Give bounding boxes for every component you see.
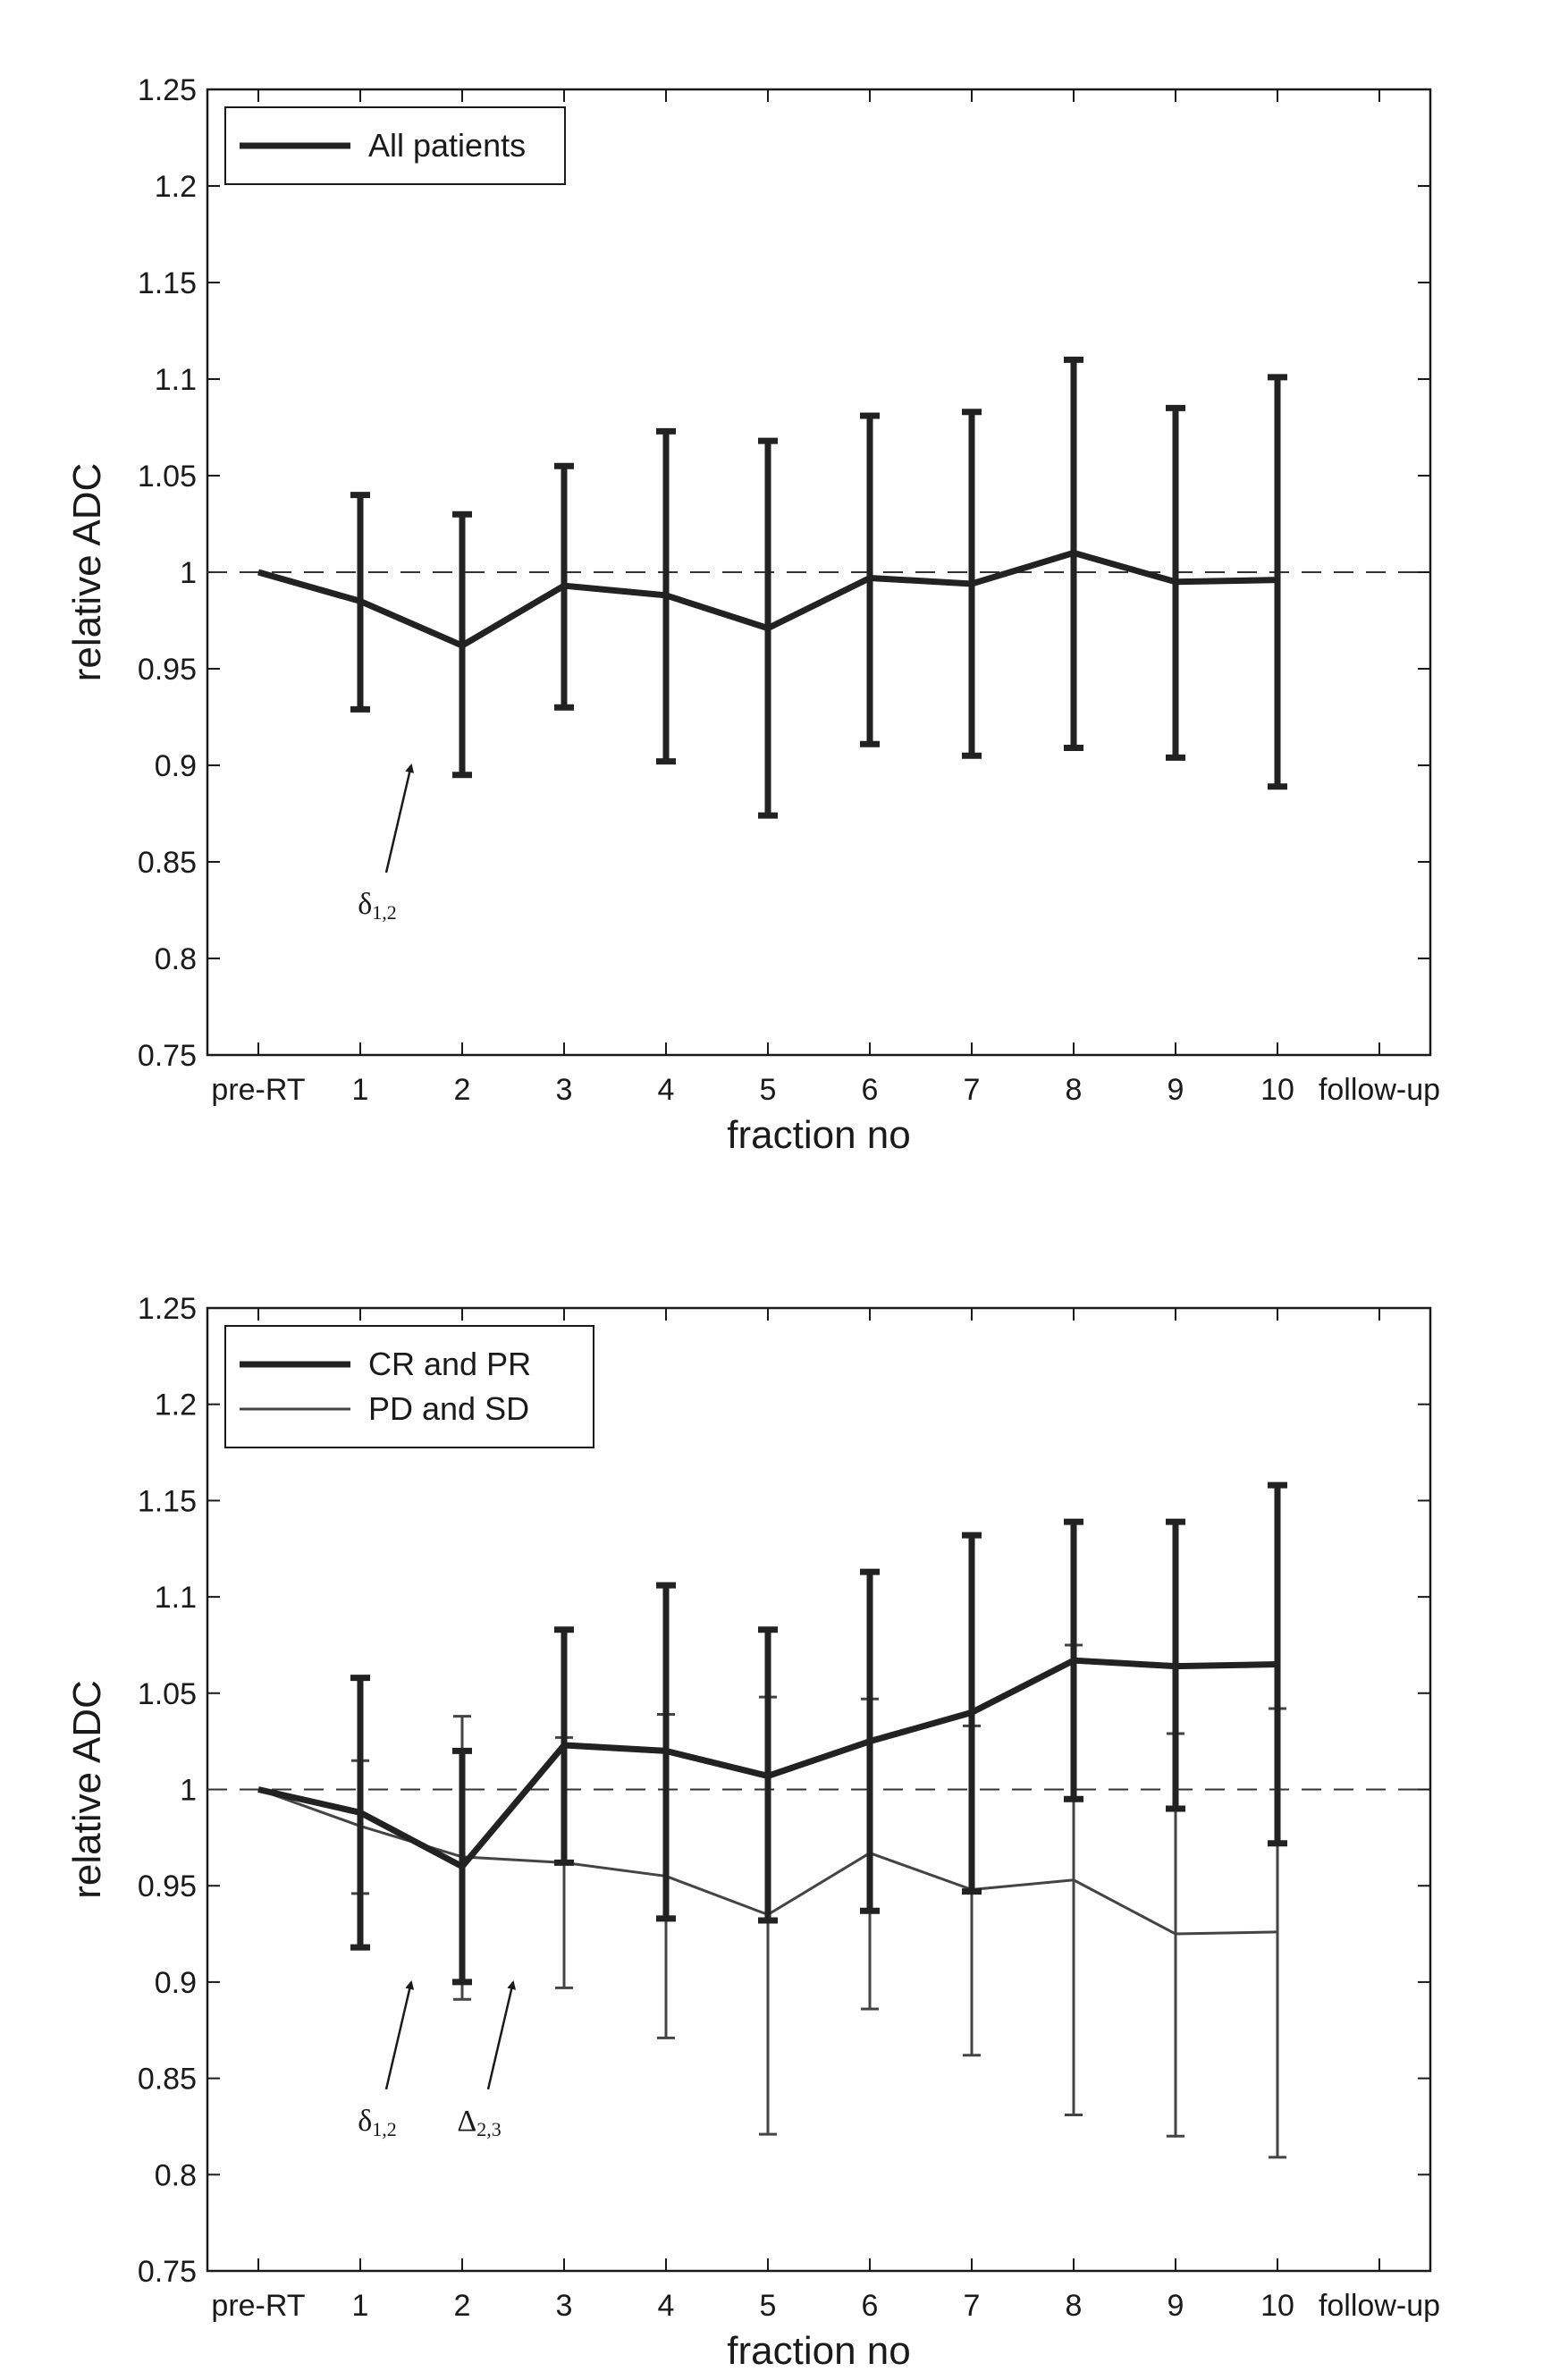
annotation-label: Δ2,3 bbox=[457, 2105, 501, 2140]
y-tick-label: 1 bbox=[180, 1774, 197, 1808]
series-pd-and-sd bbox=[257, 1643, 1286, 2159]
annotation-arrow bbox=[384, 764, 415, 874]
annotation: δ1,2 bbox=[358, 764, 415, 924]
y-tick-label: 0.8 bbox=[155, 942, 197, 976]
x-axis-title: fraction no bbox=[727, 2329, 910, 2373]
y-tick-label: 1.15 bbox=[138, 1484, 197, 1518]
y-tick-label: 1.1 bbox=[155, 1581, 197, 1615]
annotation: Δ2,3 bbox=[457, 1979, 517, 2140]
legend-box bbox=[224, 1325, 594, 1448]
x-tick-label: 2 bbox=[454, 2289, 471, 2323]
y-axis-title: relative ADC bbox=[65, 1680, 109, 1899]
x-tick-label: 9 bbox=[1168, 1073, 1184, 1107]
y-tick-label: 1.2 bbox=[155, 1388, 197, 1422]
x-tick-label: 3 bbox=[556, 2289, 573, 2323]
y-tick-label: 0.95 bbox=[138, 1869, 197, 1903]
bottom-chart: 0.75 0.8 0.85 0.9 0.95 1 1.05 1.1 1.15 1.2 1.25 pre… bbox=[65, 1292, 1440, 2373]
legend-label: All patients bbox=[368, 127, 526, 164]
x-axis-title: fraction no bbox=[727, 1113, 910, 1157]
y-tick-label: 1.05 bbox=[138, 1677, 197, 1711]
y-tick-label: 0.75 bbox=[138, 2255, 197, 2289]
y-tick-label: 1.1 bbox=[155, 363, 197, 397]
annotation-subscript: 1,2 bbox=[372, 2118, 397, 2140]
top-chart: 0.75 0.8 0.85 0.9 0.95 1 1.05 1.1 1.15 1.2 1.25 pre… bbox=[65, 73, 1440, 1157]
annotation-label: δ1,2 bbox=[358, 888, 397, 924]
annotation-symbol: Δ bbox=[457, 2105, 476, 2138]
annotation-symbol: δ bbox=[358, 888, 372, 921]
y-tick-label: 0.9 bbox=[155, 749, 197, 783]
x-tick-label: 3 bbox=[556, 1073, 573, 1107]
x-tick-label: 10 bbox=[1260, 2289, 1294, 2323]
y-tick-label: 1.2 bbox=[155, 170, 197, 204]
annotation-arrow bbox=[486, 1979, 517, 2090]
x-tick-label: 8 bbox=[1066, 2289, 1083, 2323]
annotation-label: δ1,2 bbox=[358, 2105, 397, 2140]
legend-label: PD and SD bbox=[368, 1390, 529, 1427]
y-tick-label: 0.8 bbox=[155, 2158, 197, 2192]
y-tick-label: 0.95 bbox=[138, 653, 197, 687]
legend-label: CR and PR bbox=[368, 1346, 531, 1382]
x-tick-label: 2 bbox=[454, 1073, 471, 1107]
y-axis-title: relative ADC bbox=[65, 463, 109, 682]
annotation-subscript: 1,2 bbox=[372, 901, 397, 924]
x-tick-label: 7 bbox=[964, 2289, 981, 2323]
y-tick-label: 1.05 bbox=[138, 460, 197, 494]
x-tick-label: 8 bbox=[1066, 1073, 1083, 1107]
series-all-patients bbox=[257, 356, 1287, 819]
y-tick-label: 1 bbox=[180, 556, 197, 590]
y-tick-label: 1.15 bbox=[138, 266, 197, 300]
y-tick-label: 0.85 bbox=[138, 2063, 197, 2097]
y-tick-label: 0.9 bbox=[155, 1966, 197, 2000]
x-tick-label: 6 bbox=[862, 2289, 879, 2323]
x-tick-label: 5 bbox=[760, 2289, 777, 2323]
series-cr-and-pr bbox=[257, 1481, 1287, 1986]
x-tick-label: 4 bbox=[658, 1073, 675, 1107]
x-tick-label: 6 bbox=[862, 1073, 879, 1107]
x-tick-label: follow-up bbox=[1319, 2289, 1440, 2323]
y-tick-label: 0.75 bbox=[138, 1039, 197, 1073]
x-tick-label: pre-RT bbox=[211, 1073, 305, 1107]
x-tick-label: pre-RT bbox=[211, 2289, 305, 2323]
y-tick-label: 1.25 bbox=[138, 73, 197, 107]
x-tick-label: 9 bbox=[1168, 2289, 1184, 2323]
annotation-symbol: δ bbox=[358, 2105, 372, 2138]
x-tick-label: follow-up bbox=[1319, 1073, 1440, 1107]
annotation: δ1,2 bbox=[358, 1979, 415, 2140]
y-tick-label: 1.25 bbox=[138, 1292, 197, 1326]
annotation-subscript: 2,3 bbox=[476, 2118, 502, 2140]
x-tick-label: 1 bbox=[352, 1073, 369, 1107]
annotation-arrow bbox=[384, 1979, 415, 2090]
y-tick-label: 0.85 bbox=[138, 846, 197, 880]
x-tick-label: 7 bbox=[964, 1073, 981, 1107]
x-tick-label: 1 bbox=[352, 2289, 369, 2323]
legend: All patients bbox=[224, 106, 566, 185]
legend: CR and PR PD and SD bbox=[224, 1325, 594, 1448]
x-tick-label: 4 bbox=[658, 2289, 675, 2323]
x-tick-label: 5 bbox=[760, 1073, 777, 1107]
x-tick-label: 10 bbox=[1260, 1073, 1294, 1107]
